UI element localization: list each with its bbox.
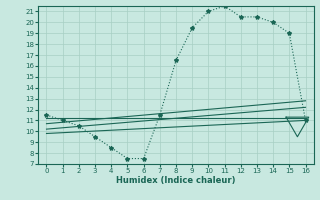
X-axis label: Humidex (Indice chaleur): Humidex (Indice chaleur) xyxy=(116,176,236,185)
